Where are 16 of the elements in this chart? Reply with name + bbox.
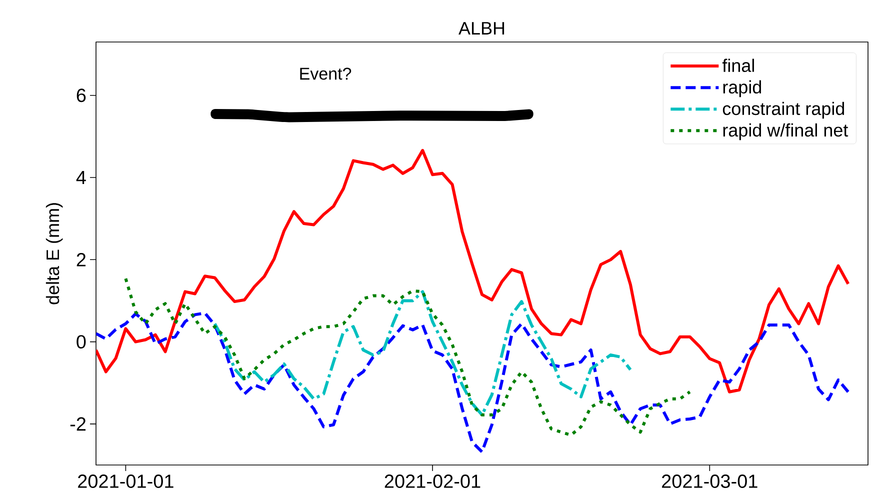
y-axis-title: delta E (mm) — [46, 203, 63, 304]
y-tick-label: 4 — [76, 170, 86, 184]
legend-label: rapid — [723, 80, 761, 98]
annotation: Event? — [300, 68, 352, 80]
legend-label: rapid w/final net — [723, 123, 848, 140]
y-tick-label: -2 — [70, 417, 86, 431]
y-tick-label: 6 — [76, 88, 86, 102]
legend-label: constraint rapid — [722, 102, 844, 119]
x-tick-label: 2021-02-01 — [384, 474, 480, 488]
legend-label: final — [722, 58, 754, 72]
x-tick-label: 2021-01-01 — [78, 474, 174, 488]
chart-title: ALBH — [458, 22, 504, 34]
line-series — [96, 148, 850, 394]
x-tick-label: 2021-03-01 — [662, 474, 758, 488]
y-tick-label: 2 — [76, 253, 86, 266]
y-tick-label: 0 — [76, 335, 86, 349]
